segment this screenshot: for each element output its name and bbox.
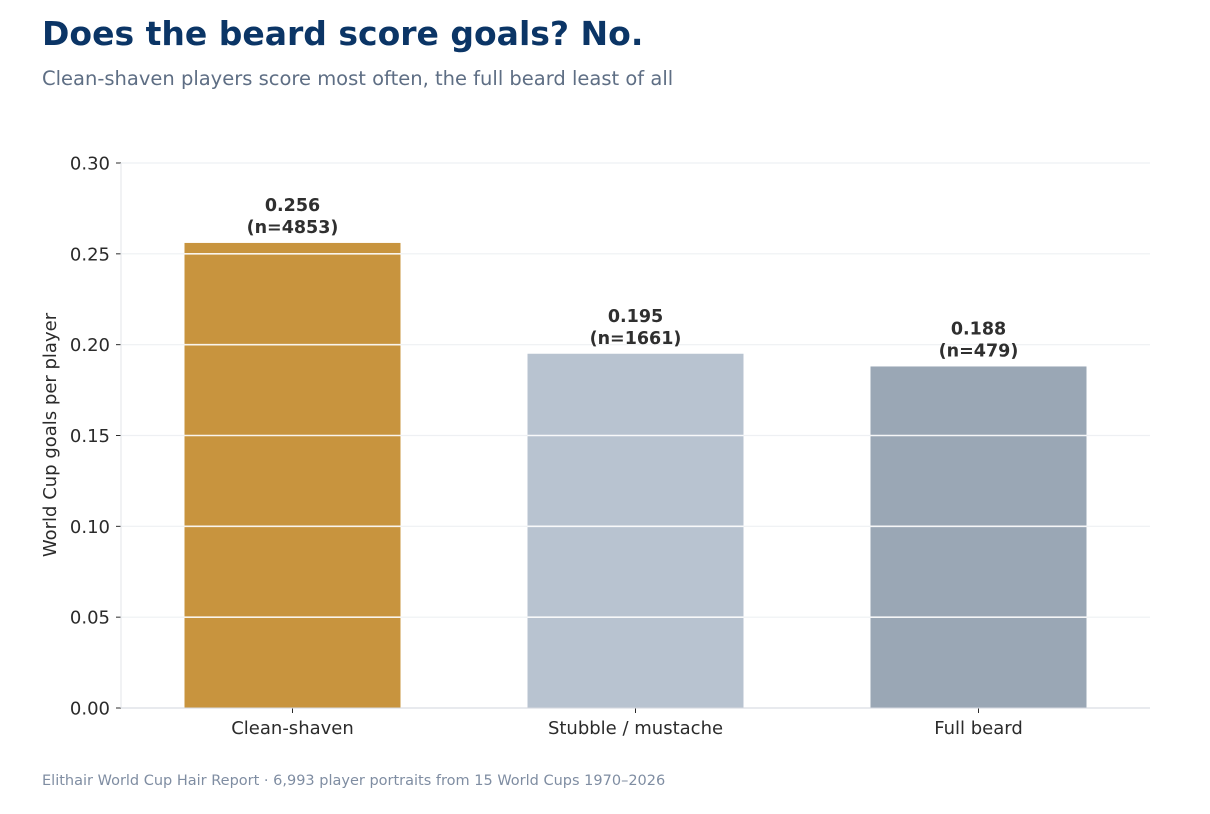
data-label-count: (n=479) — [939, 341, 1019, 361]
data-label-count: (n=4853) — [247, 218, 339, 238]
data-label-value: 0.256 — [265, 196, 320, 216]
x-tick-label: Clean-shaven — [231, 718, 354, 739]
y-axis-label: World Cup goals per player — [40, 312, 61, 557]
y-tick-label: 0.05 — [70, 608, 110, 629]
y-tick-label: 0.15 — [70, 426, 110, 447]
data-label-count: (n=1661) — [590, 329, 682, 349]
bar-overlay-gridlines — [184, 253, 1087, 618]
y-tick-label: 0.30 — [70, 154, 110, 175]
chart-subtitle: Clean-shaven players score most often, t… — [42, 67, 674, 90]
data-label-value: 0.195 — [608, 307, 663, 327]
data-label-value: 0.188 — [951, 319, 1006, 339]
x-tick-label: Stubble / mustache — [548, 718, 723, 739]
bars — [184, 242, 1087, 708]
data-labels: 0.256(n=4853) 0.195(n=1661) 0.188(n=479) — [247, 196, 1019, 362]
y-tick-label: 0.00 — [70, 699, 110, 720]
y-tick-label: 0.10 — [70, 517, 110, 538]
bar — [527, 353, 744, 708]
axes: 0.00 0.05 0.10 0.15 0.20 0.25 0.30 Clean-shaven… — [70, 154, 1150, 739]
bar — [184, 242, 401, 708]
bar — [870, 366, 1087, 708]
y-tick-label: 0.20 — [70, 335, 110, 356]
x-tick-label: Full beard — [934, 718, 1023, 739]
chart-title: Does the beard score goals? No. — [42, 14, 644, 53]
y-tick-label: 0.25 — [70, 244, 110, 265]
source-footnote: Elithair World Cup Hair Report · 6,993 p… — [42, 773, 666, 789]
